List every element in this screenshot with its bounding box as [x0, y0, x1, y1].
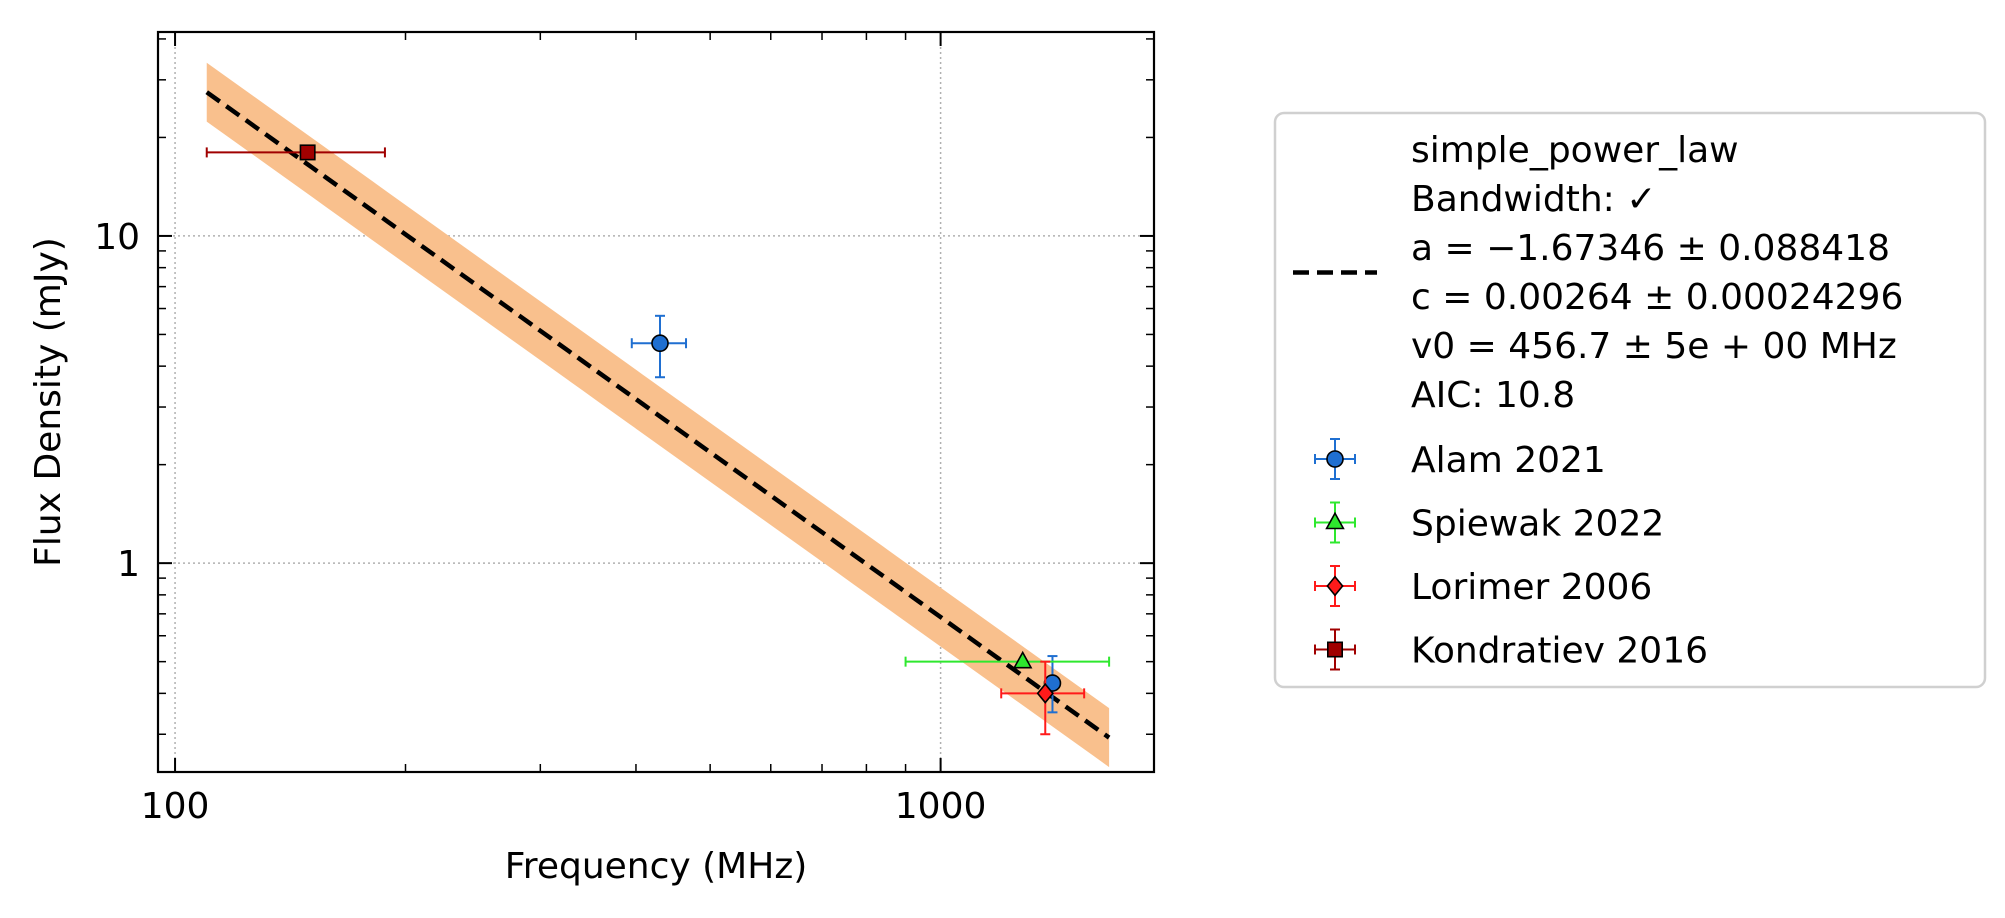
grid — [158, 32, 1154, 772]
data-point — [1012, 650, 1033, 669]
x-tick-label: 100 — [141, 786, 210, 827]
series-square — [205, 144, 386, 161]
legend-fit-entry: simple_power_law Bandwidth: ✓ a = −1.67346… — [1293, 130, 1903, 416]
y-tick-label: 1 — [117, 544, 140, 585]
legend: simple_power_law Bandwidth: ✓ a = −1.67346… — [1273, 111, 1987, 689]
series-triangle — [904, 650, 1111, 669]
legend-label: Lorimer 2006 — [1411, 567, 1652, 608]
legend-marker — [1325, 511, 1345, 530]
legend-series-entries: Alam 2021 Spiewak 2022 Lorimer 2006 Kondrat… — [1314, 438, 1708, 672]
legend-label: Alam 2021 — [1411, 440, 1606, 481]
data-point — [299, 144, 316, 161]
y-axis-label: Flux Density (mJy) — [28, 237, 69, 567]
legend-fit-text: simple_power_law — [1411, 130, 1739, 171]
legend-label: Spiewak 2022 — [1411, 504, 1664, 545]
data-point — [1036, 682, 1054, 704]
fit-line — [205, 90, 1111, 740]
legend-entry: Alam 2021 — [1314, 438, 1606, 481]
series-diamond — [1000, 660, 1086, 736]
data-points — [205, 144, 1111, 736]
legend-fit-text: v0 = 456.7 ± 5e + 00 MHz — [1411, 326, 1897, 367]
x-axis-label: Frequency (MHz) — [505, 846, 808, 887]
legend-fit-text: c = 0.00264 ± 0.00024296 — [1411, 277, 1903, 318]
legend-entry: Kondratiev 2016 — [1314, 628, 1708, 672]
axis-tick-labels: 100 1000 1 10 — [94, 217, 986, 827]
x-tick-label: 1000 — [895, 786, 987, 827]
legend-label: Kondratiev 2016 — [1411, 631, 1708, 672]
legend-entry: Lorimer 2006 — [1314, 565, 1652, 608]
legend-fit-text: Bandwidth: ✓ — [1411, 179, 1656, 220]
legend-box — [1273, 111, 1987, 689]
legend-marker — [1327, 641, 1344, 658]
legend-entry: Spiewak 2022 — [1314, 501, 1664, 545]
legend-marker — [1326, 575, 1344, 597]
plot-area-frame — [156, 30, 1156, 774]
legend-fit-text: AIC: 10.8 — [1411, 375, 1575, 416]
data-point — [651, 334, 669, 353]
legend-marker — [1326, 450, 1344, 468]
legend-fit-text: a = −1.67346 ± 0.088418 — [1411, 228, 1890, 269]
y-tick-label: 10 — [94, 217, 140, 258]
axis-ticks — [158, 32, 1154, 772]
fit-line-group — [205, 90, 1111, 740]
